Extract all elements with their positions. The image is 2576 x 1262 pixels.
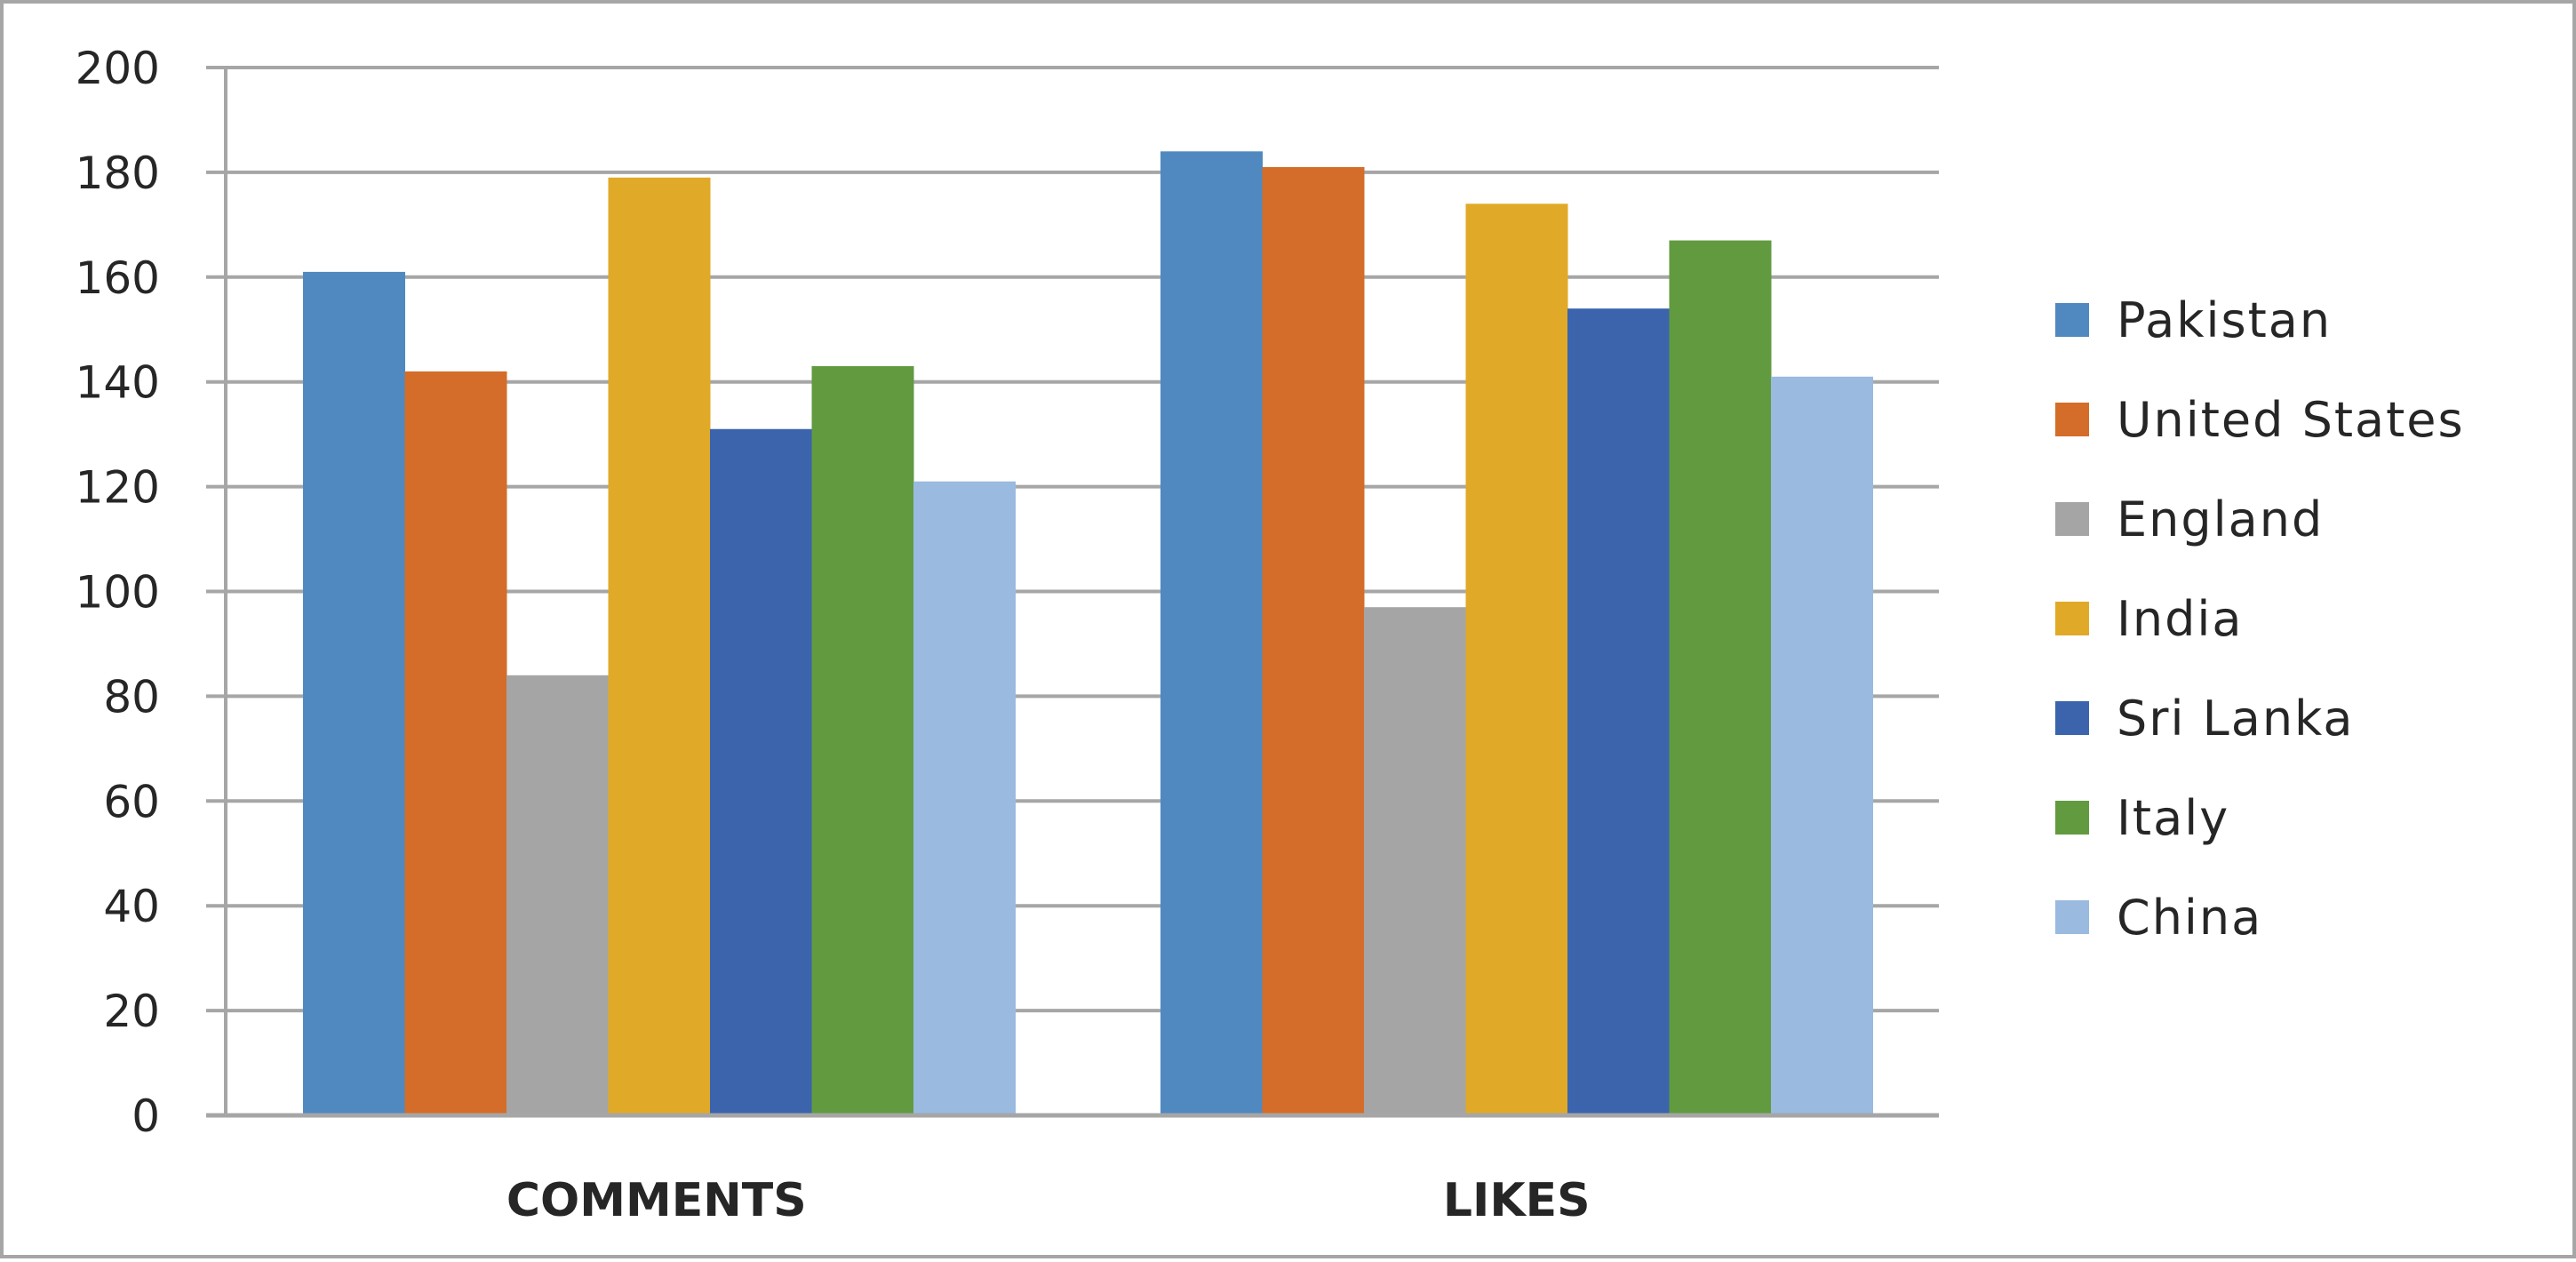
x-category-label-likes: LIKES: [1443, 1174, 1591, 1227]
legend-swatch-india: [2055, 602, 2089, 635]
legend-label-china: China: [2117, 890, 2262, 946]
legend-swatch-italy: [2055, 801, 2089, 835]
y-tick-label-140: 140: [76, 357, 160, 409]
bar-likes-united-states: [1262, 167, 1365, 1115]
legend-label-india: India: [2117, 591, 2244, 647]
axes: [206, 68, 1939, 1118]
legend-label-united-states: United States: [2117, 392, 2465, 448]
legend: Pakistan United States England India Sri Lan…: [2055, 292, 2465, 946]
bar-chart: 0 20 40 60 80 100 120 140 160 180 200 COMMENTS LIKE…: [76, 43, 2465, 1227]
y-tick-label-160: 160: [76, 252, 160, 304]
bar-likes-italy: [1669, 240, 1772, 1115]
y-tick-labels: 0 20 40 60 80 100 120 140 160 180 200: [76, 43, 160, 1142]
y-tick-label-180: 180: [76, 148, 160, 199]
legend-label-sri-lanka: Sri Lanka: [2117, 691, 2354, 747]
bar-comments-pakistan: [303, 271, 405, 1115]
y-tick-label-120: 120: [76, 462, 160, 514]
y-tick-label-60: 60: [103, 776, 160, 827]
legend-label-england: England: [2117, 491, 2324, 547]
bar-comments-italy: [811, 366, 914, 1115]
bar-comments-sri-lanka: [710, 428, 812, 1115]
y-tick-label-40: 40: [103, 881, 160, 932]
bar-likes-china: [1771, 376, 1873, 1115]
bar-comments-china: [913, 481, 1016, 1115]
y-tick-label-200: 200: [76, 43, 160, 94]
legend-label-pakistan: Pakistan: [2117, 292, 2332, 348]
bar-likes-india: [1465, 204, 1568, 1115]
bar-likes-england: [1364, 607, 1466, 1115]
legend-swatch-sri-lanka: [2055, 701, 2089, 735]
bars: [303, 151, 1873, 1115]
x-category-labels: COMMENTS LIKES: [506, 1174, 1591, 1227]
y-tick-label-80: 80: [103, 671, 160, 723]
legend-swatch-pakistan: [2055, 303, 2089, 337]
bar-comments-united-states: [404, 371, 507, 1115]
y-tick-label-0: 0: [132, 1090, 160, 1142]
legend-label-italy: Italy: [2117, 790, 2229, 846]
bar-likes-sri-lanka: [1567, 308, 1670, 1115]
legend-swatch-china: [2055, 900, 2089, 934]
bar-comments-india: [608, 177, 711, 1115]
y-tick-label-20: 20: [103, 986, 160, 1037]
bar-likes-pakistan: [1160, 151, 1263, 1115]
y-tick-label-100: 100: [76, 567, 160, 619]
legend-swatch-united-states: [2055, 403, 2089, 436]
legend-swatch-england: [2055, 502, 2089, 536]
x-category-label-comments: COMMENTS: [506, 1174, 807, 1227]
bar-comments-england: [506, 675, 609, 1115]
